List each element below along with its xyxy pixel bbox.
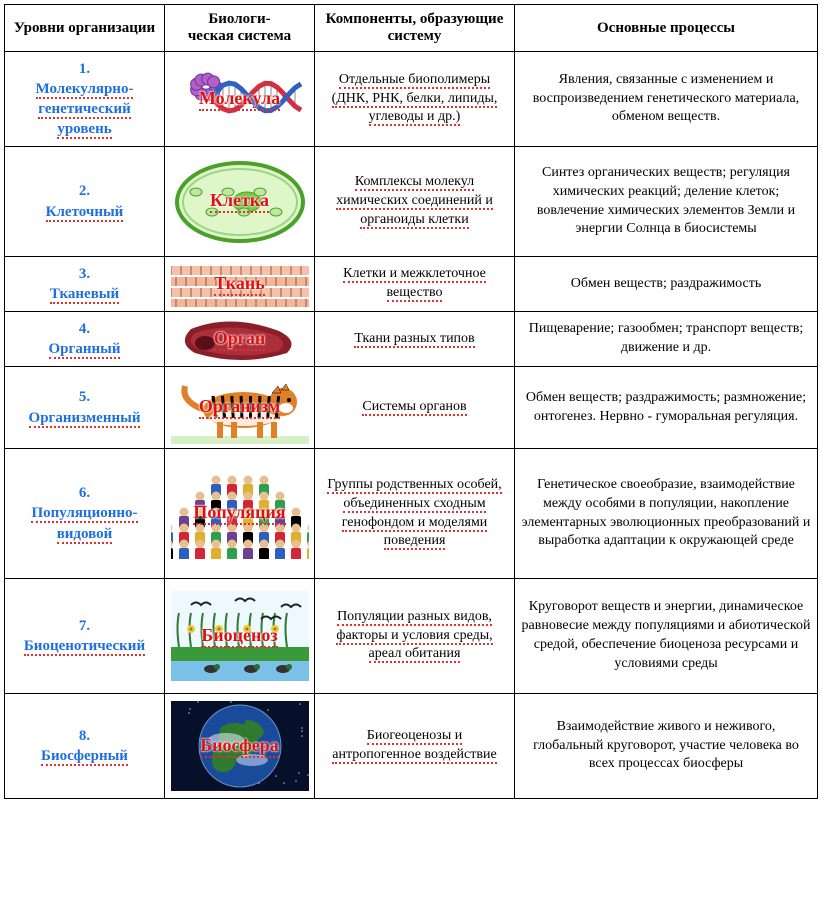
- level-cell: 3. Тканевый: [5, 257, 165, 312]
- system-cell: Биоценоз: [165, 579, 315, 694]
- system-cell: Орган: [165, 312, 315, 367]
- components-cell: Системы органов: [315, 367, 515, 449]
- components-text: Комплексы молекул химических соединений …: [336, 174, 493, 229]
- level-cell: 2. Клеточный: [5, 147, 165, 257]
- system-overlay-label: Организм: [199, 396, 280, 419]
- components-text: Группы родственных особей, объединенных …: [327, 477, 501, 551]
- level-number: 6.: [79, 485, 90, 501]
- header-components: Компоненты, образующие систему: [315, 5, 515, 52]
- system-overlay-label: Биосфера: [200, 735, 278, 758]
- level-number: 3.: [79, 266, 90, 282]
- level-name: Молекулярно-генетическийуровень: [36, 81, 134, 140]
- components-text: Клетки и межклеточное вещество: [343, 266, 486, 302]
- level-name: Популяционно-видовой: [31, 505, 137, 543]
- level-cell: 8. Биосферный: [5, 694, 165, 799]
- processes-cell: Явления, связанные с изменением и воспро…: [515, 52, 818, 147]
- header-processes: Основные процессы: [515, 5, 818, 52]
- processes-text: Обмен веществ; раздражимость: [571, 276, 762, 291]
- level-name: Тканевый: [50, 286, 119, 304]
- header-levels: Уровни организации: [5, 5, 165, 52]
- system-cell: Клетка: [165, 147, 315, 257]
- system-cell: Популяция: [165, 449, 315, 579]
- level-cell: 5. Организменный: [5, 367, 165, 449]
- level-name: Биоценотический: [24, 638, 145, 656]
- level-name: Организменный: [29, 410, 141, 428]
- processes-cell: Генетическое своеобразие, взаимодействие…: [515, 449, 818, 579]
- level-number: 4.: [79, 321, 90, 337]
- level-name: Органный: [49, 341, 121, 359]
- level-cell: 6. Популяционно-видовой: [5, 449, 165, 579]
- level-cell: 1. Молекулярно-генетическийуровень: [5, 52, 165, 147]
- system-overlay-label: Клетка: [210, 190, 269, 213]
- components-text: Отдельные биополимеры (ДНК, РНК, белки, …: [332, 72, 498, 127]
- table-row: 7. Биоценотический Биоценоз Популяции разны…: [5, 579, 818, 694]
- components-cell: Популяции разных видов, факторы и услови…: [315, 579, 515, 694]
- system-overlay-label: Орган: [214, 328, 266, 351]
- processes-text: Синтез органических веществ; регуляция х…: [537, 165, 795, 237]
- processes-text: Явления, связанные с изменением и воспро…: [533, 72, 799, 125]
- components-cell: Отдельные биополимеры (ДНК, РНК, белки, …: [315, 52, 515, 147]
- system-cell: Ткань: [165, 257, 315, 312]
- system-cell: Биосфера: [165, 694, 315, 799]
- level-name: Биосферный: [41, 748, 128, 766]
- header-row: Уровни организации Биологи- ческая систе…: [5, 5, 818, 52]
- processes-cell: Взаимодействие живого и неживого, глобал…: [515, 694, 818, 799]
- table-row: 4. Органный Орган Ткани разных типов Пищевар…: [5, 312, 818, 367]
- processes-cell: Обмен веществ; раздражимость: [515, 257, 818, 312]
- level-number: 7.: [79, 618, 90, 634]
- components-text: Биогеоценозы и антропогенное воздействие: [332, 728, 496, 764]
- processes-text: Круговорот веществ и энергии, динамическ…: [522, 599, 811, 671]
- processes-text: Взаимодействие живого и неживого, глобал…: [533, 719, 799, 772]
- table-row: 5. Организменный Организм Системы органов Об…: [5, 367, 818, 449]
- components-text: Популяции разных видов, факторы и услови…: [336, 609, 492, 664]
- processes-text: Пищеварение; газообмен; транспорт вещест…: [529, 321, 803, 355]
- level-number: 8.: [79, 728, 90, 744]
- table-row: 2. Клеточный Клетка Комплексы молекул химич…: [5, 147, 818, 257]
- components-cell: Клетки и межклеточное вещество: [315, 257, 515, 312]
- components-text: Ткани разных типов: [354, 331, 474, 348]
- system-overlay-label: Ткань: [214, 273, 265, 296]
- table-row: 8. Биосферный Биосфера Биогеоценозы и антро…: [5, 694, 818, 799]
- level-cell: 4. Органный: [5, 312, 165, 367]
- table-row: 3. Тканевый Ткань Клетки и межклеточное вещ…: [5, 257, 818, 312]
- table-row: 1. Молекулярно-генетическийуровень Молекул…: [5, 52, 818, 147]
- processes-text: Генетическое своеобразие, взаимодействие…: [522, 477, 811, 549]
- components-cell: Группы родственных особей, объединенных …: [315, 449, 515, 579]
- level-name: Клеточный: [46, 204, 124, 222]
- system-overlay-label: Молекула: [199, 88, 280, 111]
- processes-text: Обмен веществ; раздражимость; размножени…: [526, 390, 806, 424]
- components-cell: Ткани разных типов: [315, 312, 515, 367]
- processes-cell: Круговорот веществ и энергии, динамическ…: [515, 579, 818, 694]
- table-row: 6. Популяционно-видовой Популяция Группы ро…: [5, 449, 818, 579]
- system-overlay-label: Популяция: [193, 502, 285, 525]
- system-cell: Молекула: [165, 52, 315, 147]
- biology-levels-table: Уровни организации Биологи- ческая систе…: [4, 4, 818, 799]
- level-number: 2.: [79, 183, 90, 199]
- processes-cell: Обмен веществ; раздражимость; размножени…: [515, 367, 818, 449]
- components-cell: Комплексы молекул химических соединений …: [315, 147, 515, 257]
- processes-cell: Пищеварение; газообмен; транспорт вещест…: [515, 312, 818, 367]
- level-number: 5.: [79, 389, 90, 405]
- components-cell: Биогеоценозы и антропогенное воздействие: [315, 694, 515, 799]
- components-text: Системы органов: [362, 399, 466, 416]
- system-cell: Организм: [165, 367, 315, 449]
- header-system: Биологи- ческая система: [165, 5, 315, 52]
- system-overlay-label: Биоценоз: [201, 625, 277, 648]
- level-cell: 7. Биоценотический: [5, 579, 165, 694]
- processes-cell: Синтез органических веществ; регуляция х…: [515, 147, 818, 257]
- level-number: 1.: [79, 61, 90, 77]
